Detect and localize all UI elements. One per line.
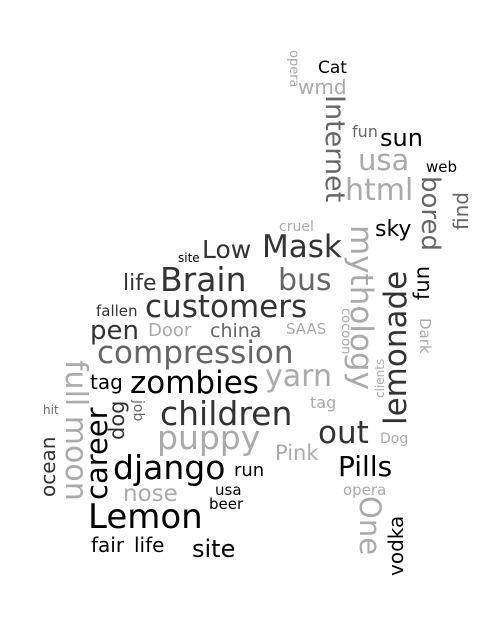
word-fair: fair — [91, 533, 125, 557]
word-fun-2: fun — [410, 265, 434, 300]
word-html: html — [345, 173, 414, 208]
word-internet: Internet — [319, 95, 350, 203]
word-pen: pen — [90, 316, 139, 346]
word-tag: tag — [90, 370, 123, 394]
word-clients: clients — [373, 358, 387, 398]
word-usa-2: usa — [215, 481, 242, 499]
word-find: find — [449, 192, 473, 230]
word-zombies: zombies — [130, 365, 259, 401]
word-usa: usa — [358, 143, 410, 177]
word-wmd: wmd — [298, 75, 347, 99]
word-beer: beer — [209, 495, 244, 513]
word-web: web — [426, 158, 458, 176]
word-site: site — [178, 251, 200, 265]
word-puppy: puppy — [157, 418, 261, 457]
word-pink: Pink — [275, 441, 319, 465]
word-lemon: Lemon — [88, 497, 203, 537]
word-sky: sky — [375, 217, 412, 242]
word-run: run — [234, 460, 265, 481]
word-compression: compression — [97, 335, 294, 371]
word-life-2: life — [134, 533, 165, 557]
word-cat: Cat — [318, 58, 347, 78]
word-customers: customers — [145, 289, 308, 325]
word-nose: nose — [123, 481, 178, 507]
word-lemonade: lemonade — [378, 270, 414, 425]
word-brain: Brain — [160, 260, 247, 299]
word-pills: Pills — [338, 450, 393, 483]
word-ocean: ocean — [36, 436, 60, 497]
word-cruel: cruel — [279, 219, 314, 235]
word-out: out — [318, 415, 369, 451]
word-door: Door — [148, 320, 192, 341]
word-cocoon: cocoon — [338, 308, 353, 355]
word-tag-2: tag — [310, 393, 337, 412]
word-sun: sun — [380, 124, 423, 152]
word-china: china — [210, 320, 262, 342]
word-site-2: site — [192, 535, 236, 563]
word-job: job — [130, 400, 146, 422]
word-yarn: yarn — [265, 359, 332, 394]
word-hit: hit — [43, 403, 59, 417]
word-children: children — [160, 394, 293, 433]
word-bored: bored — [415, 176, 445, 252]
word-mask: Mask — [262, 229, 342, 265]
word-django: django — [113, 448, 226, 487]
word-fun: fun — [352, 122, 378, 141]
word-low: Low — [202, 235, 252, 264]
word-bus: bus — [278, 263, 332, 298]
word-opera-2: opera — [343, 481, 387, 499]
word-vodka: vodka — [384, 515, 408, 576]
word-fallen: fallen — [96, 302, 138, 320]
word-saas: SAAS — [286, 320, 327, 338]
word-career: career — [80, 407, 114, 500]
word-life: life — [123, 271, 157, 296]
word-dog-2: Dog — [380, 431, 409, 447]
word-one: One — [353, 496, 387, 556]
word-dark: Dark — [416, 318, 434, 354]
